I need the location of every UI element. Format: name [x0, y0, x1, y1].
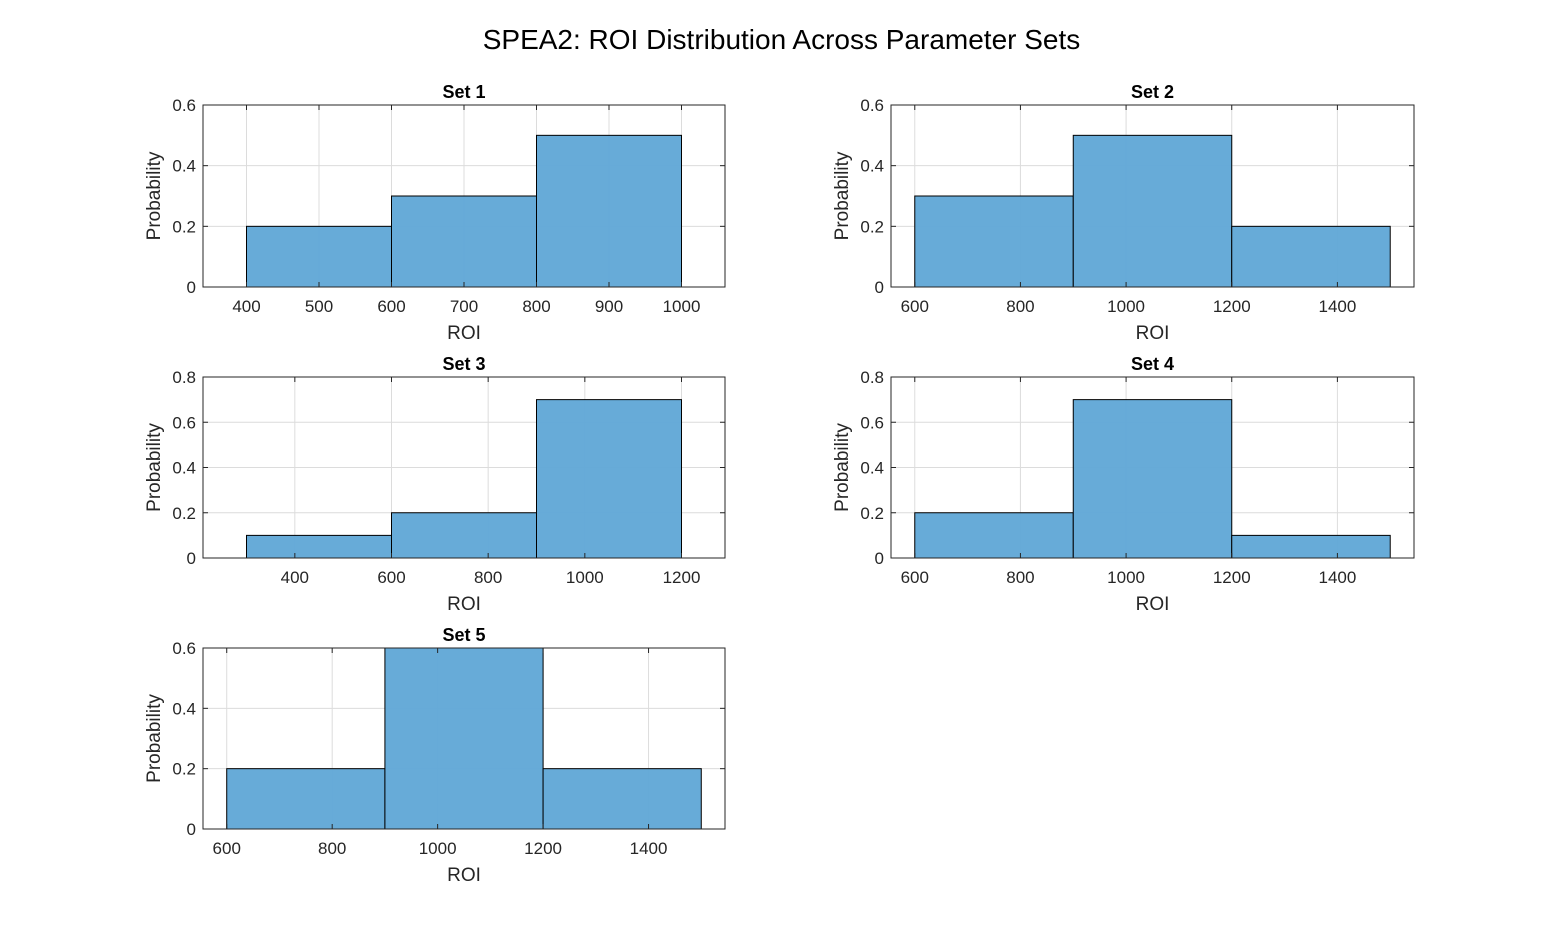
y-tick-label: 0.4 [860, 157, 884, 176]
histogram-bar [391, 195, 537, 288]
x-tick-label: 1000 [1107, 297, 1145, 316]
y-tick-label: 0.2 [172, 504, 196, 523]
axes-box [890, 104, 1415, 288]
y-tick-label: 0 [875, 278, 884, 297]
y-tick-label: 0.4 [172, 699, 196, 718]
y-tick-label: 0 [187, 820, 196, 839]
y-tick-label: 0.6 [172, 413, 196, 432]
x-tick-label: 1200 [663, 568, 701, 587]
y-tick-label: 0.2 [860, 217, 884, 236]
x-tick-label: 800 [522, 297, 550, 316]
x-tick-label: 1400 [1318, 568, 1356, 587]
x-tick-label: 600 [901, 297, 929, 316]
x-tick-label: 1000 [1107, 568, 1145, 587]
y-tick-label: 0.4 [172, 157, 196, 176]
histogram-bar [536, 134, 682, 288]
y-tick-label: 0.2 [172, 217, 196, 236]
histogram-bar [1072, 134, 1233, 288]
x-tick-label: 1200 [1213, 568, 1251, 587]
x-tick-label: 800 [1006, 297, 1034, 316]
y-tick-label: 0 [875, 549, 884, 568]
y-tick-label: 0.6 [860, 413, 884, 432]
x-tick-label: 400 [232, 297, 260, 316]
y-tick-label: 0.4 [172, 459, 196, 478]
x-tick-label: 600 [377, 568, 405, 587]
y-tick-label: 0 [187, 278, 196, 297]
y-axis-label: Probability [144, 694, 165, 783]
y-tick-label: 0.6 [172, 639, 196, 658]
subplot-title: Set 5 [442, 625, 485, 645]
x-tick-label: 900 [595, 297, 623, 316]
x-axis-label: ROI [1136, 323, 1170, 344]
histogram-bar [226, 768, 386, 830]
subplot-2: 600 800 1000 1200 1400 0 0.2 0.4 0.6 Set 2 ROI Prob… [832, 82, 1415, 344]
histogram-bar [914, 512, 1074, 559]
subplot-3: 400 600 800 1000 1200 0 0.2 0.4 0.6 0.8 Set 3 ROI Pr… [144, 354, 726, 615]
x-tick-label: 600 [377, 297, 405, 316]
subplot-title: Set 4 [1131, 354, 1174, 374]
subplot-4: 600 800 1000 1200 1400 0 0.2 0.4 0.6 0.8 Set 4 ROI P… [832, 354, 1415, 615]
x-tick-label: 600 [901, 568, 929, 587]
x-tick-label: 1400 [1318, 297, 1356, 316]
y-axis-label: Probability [832, 151, 853, 240]
y-tick-label: 0.6 [172, 96, 196, 115]
histogram-bar [536, 399, 682, 559]
y-axis-label: Probability [144, 151, 165, 240]
x-tick-label: 600 [213, 839, 241, 858]
x-axis-label: ROI [447, 594, 481, 615]
histogram-bar [1231, 225, 1391, 288]
x-axis-label: ROI [447, 865, 481, 886]
histogram-bar [1231, 534, 1391, 559]
histogram-bar [384, 647, 544, 830]
y-tick-label: 0.6 [860, 96, 884, 115]
x-tick-label: 1000 [566, 568, 604, 587]
x-tick-label: 800 [318, 839, 346, 858]
x-tick-label: 1200 [524, 839, 562, 858]
x-tick-label: 800 [474, 568, 502, 587]
histogram-bar [246, 225, 392, 288]
x-tick-label: 1200 [1213, 297, 1251, 316]
y-tick-label: 0.2 [860, 504, 884, 523]
subplot-title: Set 1 [442, 82, 485, 102]
subplot-title: Set 3 [442, 354, 485, 374]
x-tick-label: 500 [305, 297, 333, 316]
x-tick-label: 800 [1006, 568, 1034, 587]
y-tick-label: 0.8 [860, 368, 884, 387]
histogram-bar [246, 534, 392, 559]
y-tick-label: 0.2 [172, 760, 196, 779]
histogram-bar [542, 768, 702, 830]
y-axis-label: Probability [144, 423, 165, 512]
subplot-1: 400 500 600 700 800 900 1000 0 0.2 0.4 0.6 Set 1 ROI… [144, 82, 726, 344]
y-tick-label: 0 [187, 549, 196, 568]
axes-box [202, 647, 726, 830]
y-axis-label: Probability [832, 423, 853, 512]
histogram-bar [1072, 399, 1233, 559]
x-tick-label: 400 [281, 568, 309, 587]
y-tick-label: 0.8 [172, 368, 196, 387]
subplot-title: Set 2 [1131, 82, 1174, 102]
subplot-5: 600 800 1000 1200 1400 0 0.2 0.4 0.6 Set 5 ROI Prob… [144, 625, 726, 886]
x-tick-label: 1000 [663, 297, 701, 316]
x-axis-label: ROI [447, 323, 481, 344]
histogram-bar [391, 512, 537, 559]
figure-title: SPEA2: ROI Distribution Across Parameter… [482, 24, 1081, 55]
y-tick-label: 0.4 [860, 459, 884, 478]
histogram-bar [914, 195, 1074, 288]
x-axis-label: ROI [1136, 594, 1170, 615]
x-tick-label: 1400 [630, 839, 668, 858]
x-tick-label: 700 [450, 297, 478, 316]
x-tick-label: 1000 [419, 839, 457, 858]
